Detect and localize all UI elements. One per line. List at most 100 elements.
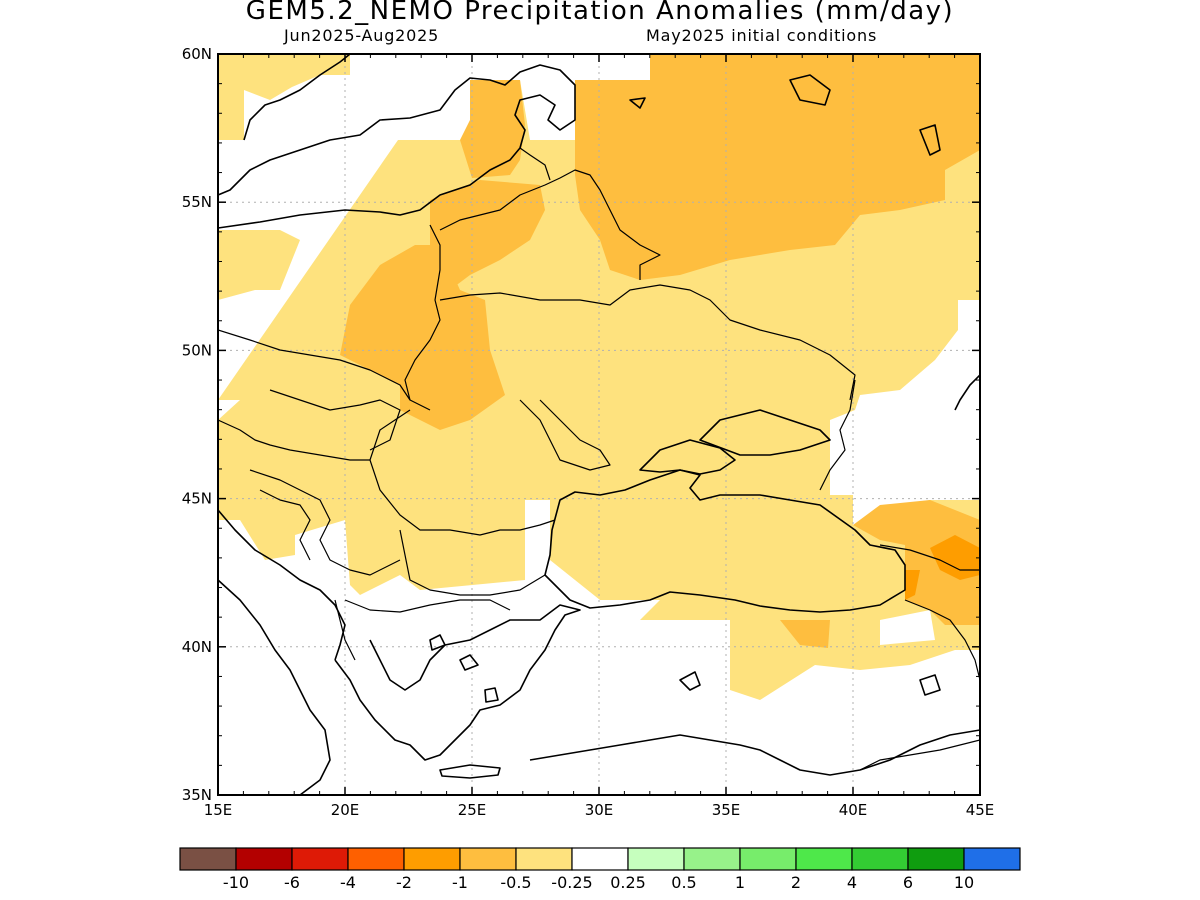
border-greece-north (344, 599, 511, 613)
colorbar-swatch (851, 847, 909, 871)
colorbar-swatch (963, 847, 1021, 871)
crimea-coast (639, 439, 736, 475)
lat-tick-label: 55N (182, 193, 212, 211)
colorbar-label: 0.5 (671, 873, 696, 892)
anomaly-region-adriatic (218, 460, 300, 515)
border-russia-north (519, 147, 551, 181)
map-title: GEM5.2_NEMO Precipitation Anomalies (mm/… (245, 0, 955, 26)
border-russia-ukraine-east (819, 379, 856, 491)
border-romania (369, 409, 556, 536)
border-yugoslavia (249, 469, 401, 576)
border-baltic (439, 169, 661, 280)
colorbar-label: 1 (735, 873, 745, 892)
colorbar-swatch (795, 847, 853, 871)
greek-islands-3 (484, 687, 499, 703)
italy-coast (218, 579, 331, 795)
anomaly-fill-medium (340, 54, 980, 648)
greek-islands-4 (439, 764, 501, 779)
anomaly-fill-strong (905, 535, 980, 600)
border-moldova (519, 399, 611, 471)
anomaly-region-caucasus (853, 500, 980, 625)
colorbar-swatch (907, 847, 965, 871)
neutral-area-1 (880, 610, 935, 645)
border-belarus-ukraine (439, 284, 856, 401)
anomaly-region-central-europe (218, 230, 300, 300)
border-austria (218, 419, 370, 461)
colorbar-label: -4 (340, 873, 356, 892)
lon-tick-label: 15E (204, 801, 233, 819)
lat-tick-label: 35N (182, 786, 212, 804)
lon-tick-label: 35E (712, 801, 741, 819)
gridlines (218, 54, 980, 795)
colorbar-swatch (179, 847, 237, 871)
greek-islands-1 (429, 634, 446, 651)
border-syria (859, 739, 980, 771)
lon-tick-label: 25E (458, 801, 487, 819)
anomaly-region-russia (575, 54, 980, 280)
country-borders (218, 147, 980, 771)
colorbar-swatch (347, 847, 405, 871)
forecast-period: Jun2025-Aug2025 (284, 26, 440, 45)
adriatic-coast (218, 509, 346, 661)
caspian-coast (954, 374, 980, 411)
anomaly-region-anatolia (780, 620, 830, 648)
colorbar-swatch (515, 847, 573, 871)
colorbar-label: -2 (396, 873, 412, 892)
anomaly-shading (218, 54, 980, 700)
lake-coast-2 (919, 124, 941, 156)
colorbar-swatch (627, 847, 685, 871)
lat-tick-label: 40N (182, 638, 212, 656)
greek-islands-2 (459, 654, 479, 671)
turkey-south-coast (529, 729, 980, 776)
border-turkey-east (904, 599, 980, 681)
anomaly-region-scandinavia (218, 54, 350, 140)
colorbar-label: -0.25 (551, 873, 592, 892)
border-albania (334, 599, 356, 661)
lat-tick-label: 45N (182, 490, 212, 508)
border-central-europe (218, 329, 411, 401)
colorbar-label: -0.5 (500, 873, 531, 892)
colorbar: -10 -6 -4 -2 -1 -0.5 -0.25 0.25 0.5 1 2 4 6 10 (179, 847, 1021, 892)
colorbar-label: -10 (223, 873, 249, 892)
anomaly-region-belarus (430, 180, 545, 290)
azov-coast (699, 409, 831, 456)
border-bosnia (259, 489, 311, 561)
initial-conditions: May2025 initial conditions (646, 26, 878, 45)
anomaly-region-georgia (930, 535, 980, 580)
scandinavia-coast (243, 54, 351, 141)
coastlines (218, 54, 980, 795)
lake-coast-4 (919, 674, 941, 696)
lake-coast-3 (629, 97, 646, 109)
latitude-axis: 60N 55N 50N 45N 40N 35N (182, 45, 980, 804)
lake-coast (789, 74, 831, 106)
neutral-area-2 (958, 300, 980, 360)
colorbar-swatch (403, 847, 461, 871)
colorbar-swatch (739, 847, 797, 871)
lon-tick-label: 30E (585, 801, 614, 819)
colorbar-label: -6 (284, 873, 300, 892)
colorbar-label: 2 (791, 873, 801, 892)
cyprus-coast (679, 671, 701, 691)
lon-tick-label: 45E (966, 801, 995, 819)
border-bulgaria (399, 529, 546, 596)
lon-tick-label: 20E (331, 801, 360, 819)
lat-tick-label: 50N (182, 341, 212, 359)
colorbar-swatch (571, 847, 629, 871)
colorbar-swatch (683, 847, 741, 871)
border-slovakia-hungary (269, 389, 401, 451)
aegean-coast (334, 604, 581, 761)
colorbar-label: 0.25 (610, 873, 646, 892)
anomaly-region-poland (340, 245, 505, 430)
border-caucasus (879, 544, 980, 571)
colorbar-swatch (459, 847, 517, 871)
anomaly-region-armenia (905, 570, 920, 600)
colorbar-swatch (291, 847, 349, 871)
baltic-coast (218, 64, 576, 229)
colorbar-label: 10 (954, 873, 974, 892)
colorbar-swatch (235, 847, 293, 871)
colorbar-label: 4 (847, 873, 857, 892)
colorbar-label: 6 (903, 873, 913, 892)
anomaly-region-baltic (460, 80, 525, 178)
neutral-areas (880, 300, 980, 645)
